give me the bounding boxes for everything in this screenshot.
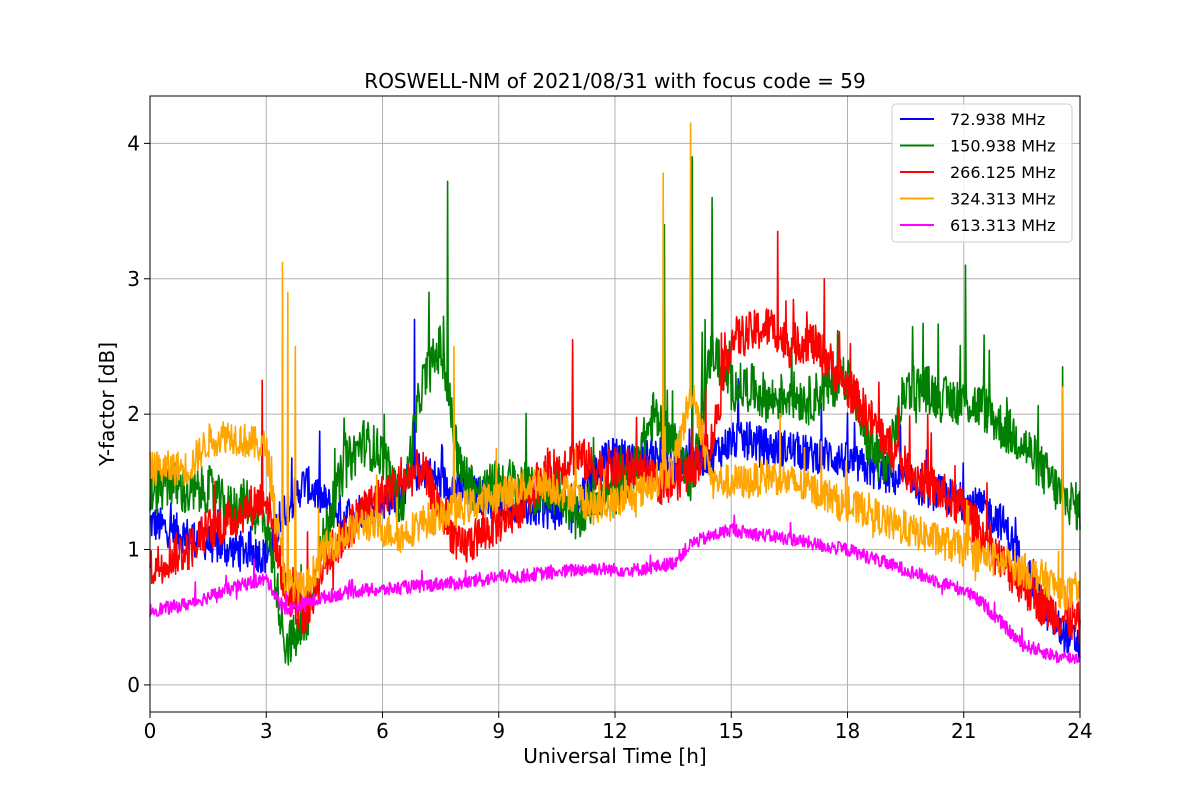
y-tick-label: 3 [127, 267, 140, 291]
y-tick-label: 2 [127, 402, 140, 426]
legend-label: 324.313 MHz [950, 190, 1055, 209]
x-tick-label: 18 [835, 719, 860, 743]
x-tick-label: 6 [376, 719, 389, 743]
series-line [149, 230, 1081, 644]
x-tick-label: 12 [602, 719, 627, 743]
x-tick-label: 9 [492, 719, 505, 743]
x-axis-label: Universal Time [h] [523, 744, 706, 768]
legend-label: 72.938 MHz [950, 110, 1045, 129]
series-layer [149, 122, 1081, 666]
y-axis-label: Y-factor [dB] [95, 342, 119, 467]
series-line [149, 514, 1081, 665]
x-tick-label: 3 [260, 719, 273, 743]
y-tick-label: 0 [127, 673, 140, 697]
x-tick-label: 15 [719, 719, 744, 743]
legend-label: 150.938 MHz [950, 137, 1055, 156]
y-tick-label: 1 [127, 538, 140, 562]
legend: 72.938 MHz 150.938 MHz 266.125 MHz 324.313 … [891, 103, 1073, 243]
legend-label: 613.313 MHz [950, 216, 1055, 235]
y-tick-label: 4 [127, 131, 140, 155]
legend-label: 266.125 MHz [950, 163, 1055, 182]
x-tick-label: 24 [1067, 719, 1092, 743]
chart-title: ROSWELL-NM of 2021/08/31 with focus code… [364, 69, 865, 93]
x-tick-label: 21 [951, 719, 976, 743]
x-tick-label: 0 [144, 719, 157, 743]
legend-box [891, 103, 1073, 243]
